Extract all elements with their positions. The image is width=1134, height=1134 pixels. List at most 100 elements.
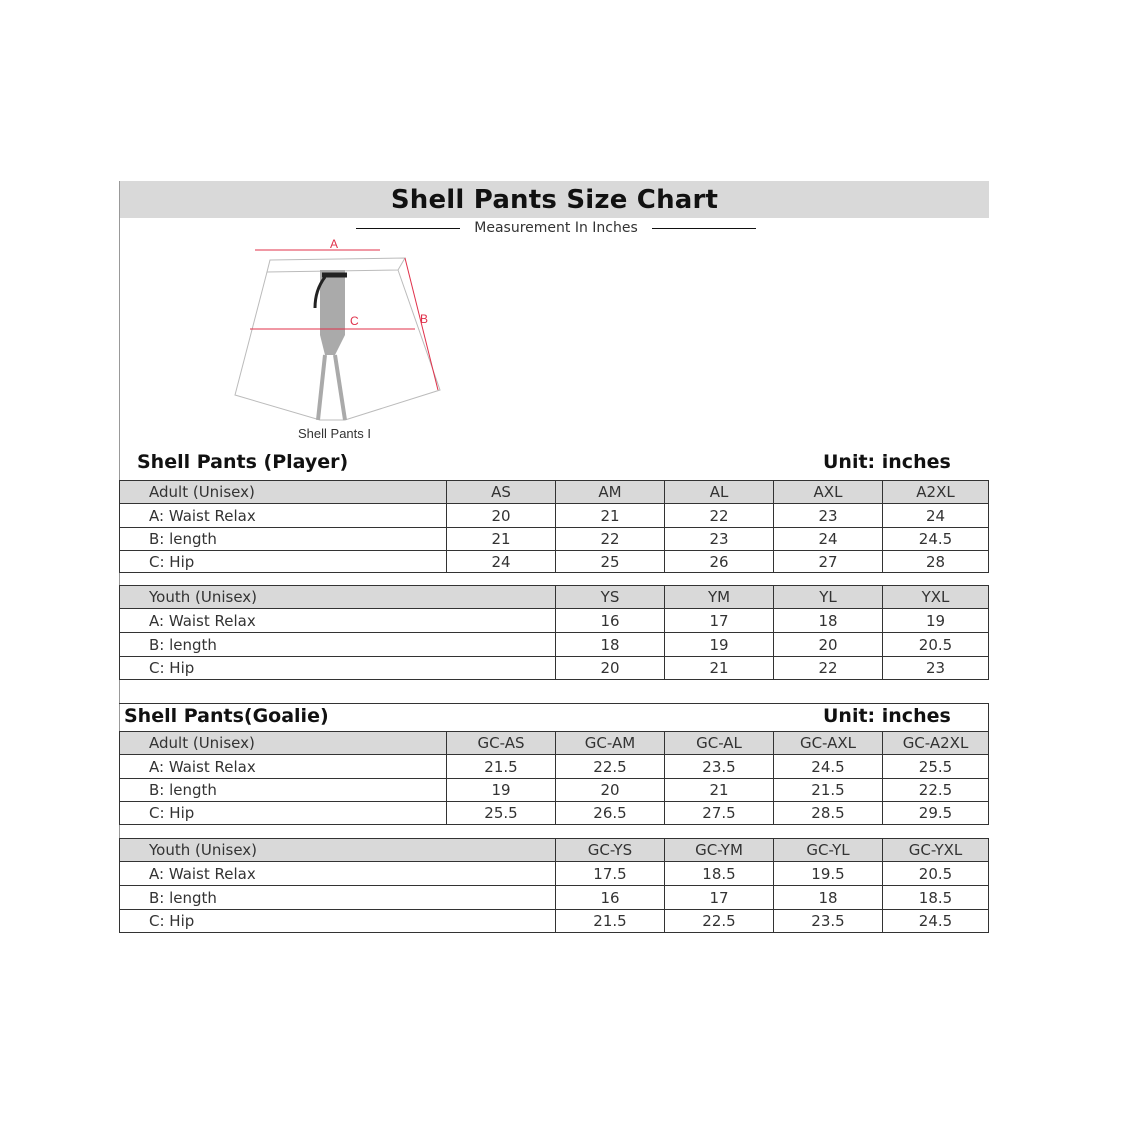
- measurement-cell: 20: [773, 633, 882, 656]
- measurement-cell: 23.5: [773, 910, 882, 932]
- measurement-cell: 25.5: [446, 802, 555, 824]
- measurement-cell: 18.5: [882, 886, 989, 909]
- measurement-cell: 22.5: [882, 779, 989, 801]
- measurement-cell: 27.5: [664, 802, 773, 824]
- label-a: A: [330, 237, 338, 251]
- measurement-cell: 19: [664, 633, 773, 656]
- measurement-cell: 20.5: [882, 862, 989, 885]
- size-header-cell: GC-YS: [555, 839, 664, 861]
- measurement-cell: 17: [664, 886, 773, 909]
- goalie-unit-label: Unit: inches: [823, 705, 951, 727]
- measurement-cell: 28: [882, 551, 989, 572]
- measurement-cell: 19.5: [773, 862, 882, 885]
- size-header-cell: AS: [446, 481, 555, 503]
- measurement-cell: 20: [555, 657, 664, 679]
- size-header-cell: YS: [555, 586, 664, 608]
- subtitle: Measurement In Inches: [474, 220, 638, 236]
- row-label: Adult (Unisex): [119, 481, 446, 503]
- measurement-cell: 18: [555, 633, 664, 656]
- measurement-cell: 24: [773, 528, 882, 550]
- diagram-caption: Shell Pants I: [298, 426, 371, 441]
- measurement-cell: 20.5: [882, 633, 989, 656]
- row-label: A: Waist Relax: [119, 862, 555, 885]
- waistband-outline: [266, 257, 406, 273]
- measurement-cell: 21.5: [555, 910, 664, 932]
- player-youth-table-header: Youth (Unisex) YS YM YL YXL: [119, 585, 989, 608]
- measurement-cell: 21: [555, 504, 664, 527]
- divider: [356, 227, 461, 229]
- measurement-cell: 22: [664, 504, 773, 527]
- measurement-cell: 21: [664, 657, 773, 679]
- row-label: C: Hip: [119, 910, 555, 932]
- size-header-cell: AL: [664, 481, 773, 503]
- size-header-cell: AM: [555, 481, 664, 503]
- size-header-cell: GC-YL: [773, 839, 882, 861]
- page-title: Shell Pants Size Chart: [390, 184, 719, 215]
- table-row: A: Waist Relax 17.5 18.5 19.5 20.5: [119, 861, 989, 885]
- row-label: Adult (Unisex): [119, 732, 446, 754]
- size-header-cell: GC-YM: [664, 839, 773, 861]
- row-label: B: length: [119, 528, 446, 550]
- measurement-cell: 24: [882, 504, 989, 527]
- table-row: B: length 19 20 21 21.5 22.5: [119, 778, 989, 801]
- shorts-diagram: A B C Shell Pants I: [234, 237, 441, 441]
- measurement-cell: 22: [773, 657, 882, 679]
- measurement-cell: 25: [555, 551, 664, 572]
- measurement-cell: 22.5: [664, 910, 773, 932]
- row-label: B: length: [119, 779, 446, 801]
- size-header-cell: GC-AS: [446, 732, 555, 754]
- size-header-cell: GC-AL: [664, 732, 773, 754]
- size-header-cell: YL: [773, 586, 882, 608]
- measurement-cell: 21.5: [773, 779, 882, 801]
- measurement-cell: 21: [446, 528, 555, 550]
- table-row: A: Waist Relax 16 17 18 19: [119, 608, 989, 632]
- measurement-cell: 24.5: [882, 910, 989, 932]
- size-header-cell: GC-A2XL: [882, 732, 989, 754]
- measurement-cell: 21: [664, 779, 773, 801]
- measurement-cell: 24: [446, 551, 555, 572]
- size-header-cell: YXL: [882, 586, 989, 608]
- row-label: C: Hip: [119, 657, 555, 679]
- measurement-cell: 23: [773, 504, 882, 527]
- table-row: B: length 21 22 23 24 24.5: [119, 527, 989, 550]
- measurement-cell: 18: [773, 886, 882, 909]
- table-row: C: Hip 25.5 26.5 27.5 28.5 29.5: [119, 801, 989, 825]
- measurement-cell: 19: [446, 779, 555, 801]
- drawstring: [313, 276, 327, 309]
- row-label: C: Hip: [119, 802, 446, 824]
- row-label: A: Waist Relax: [119, 504, 446, 527]
- size-header-cell: GC-YXL: [882, 839, 989, 861]
- measurement-cell: 18.5: [664, 862, 773, 885]
- measurement-cell: 23: [882, 657, 989, 679]
- size-header-cell: GC-AM: [555, 732, 664, 754]
- measurement-cell: 26: [664, 551, 773, 572]
- measurement-cell: 17: [664, 609, 773, 632]
- row-label: A: Waist Relax: [119, 609, 555, 632]
- row-label: A: Waist Relax: [119, 755, 446, 778]
- measurement-cell: 22: [555, 528, 664, 550]
- size-header-cell: AXL: [773, 481, 882, 503]
- measurement-cell: 24.5: [882, 528, 989, 550]
- measurement-cell: 27: [773, 551, 882, 572]
- measurement-cell: 23.5: [664, 755, 773, 778]
- player-unit-label: Unit: inches: [823, 451, 951, 473]
- measurement-cell: 21.5: [446, 755, 555, 778]
- size-header-cell: GC-AXL: [773, 732, 882, 754]
- measurement-cell: 29.5: [882, 802, 989, 824]
- row-label: Youth (Unisex): [119, 839, 555, 861]
- measurement-cell: 19: [882, 609, 989, 632]
- measurement-cell: 23: [664, 528, 773, 550]
- table-row: B: length 16 17 18 18.5: [119, 885, 989, 909]
- subtitle-row: Measurement In Inches: [356, 220, 756, 236]
- size-header-cell: YM: [664, 586, 773, 608]
- table-row: A: Waist Relax 20 21 22 23 24: [119, 503, 989, 527]
- goalie-youth-table-header: Youth (Unisex) GC-YS GC-YM GC-YL GC-YXL: [119, 838, 989, 861]
- inseam-strips: [316, 354, 347, 421]
- measurement-cell: 18: [773, 609, 882, 632]
- row-label: B: length: [119, 633, 555, 656]
- measurement-cell: 25.5: [882, 755, 989, 778]
- row-label: C: Hip: [119, 551, 446, 572]
- measurement-cell: 26.5: [555, 802, 664, 824]
- table-row: C: Hip 21.5 22.5 23.5 24.5: [119, 909, 989, 933]
- player-adult-table-header: Adult (Unisex) AS AM AL AXL A2XL: [119, 480, 989, 503]
